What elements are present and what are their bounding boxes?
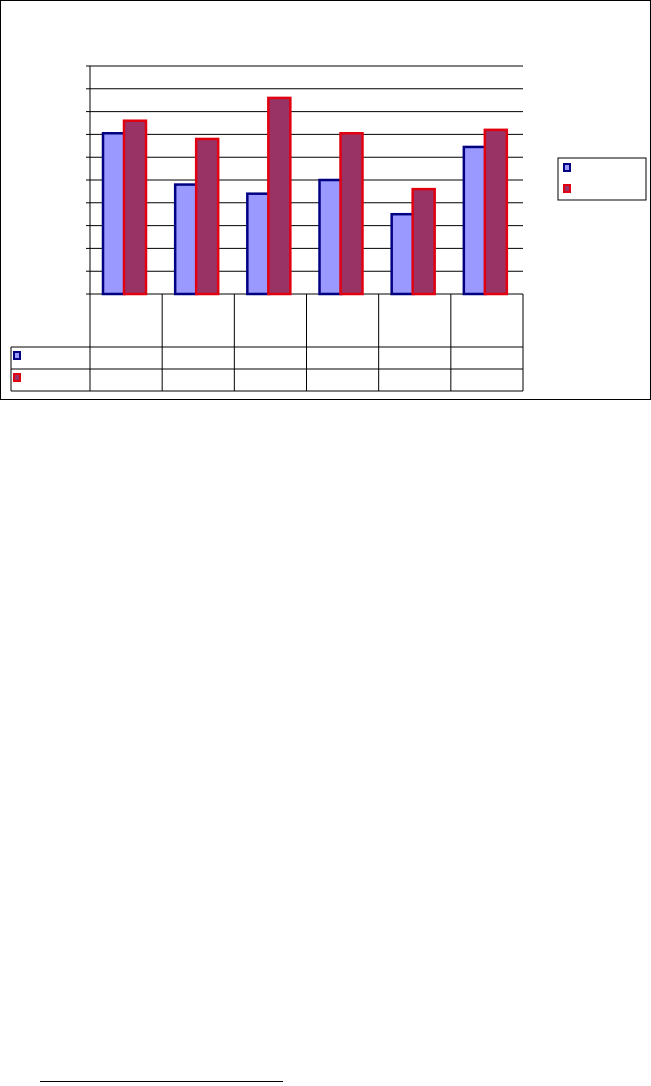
bar-series2-5 bbox=[411, 187, 436, 296]
chart bbox=[10, 65, 647, 392]
table-legend-key-series1 bbox=[13, 351, 21, 360]
bar-series1-1 bbox=[101, 132, 127, 296]
bar-series2-4 bbox=[339, 132, 364, 296]
legend-key-series2 bbox=[563, 184, 571, 193]
bar-series1-6 bbox=[462, 145, 488, 296]
bar-series1-4 bbox=[318, 178, 343, 296]
bar-series1-3 bbox=[246, 192, 271, 296]
footnote-separator bbox=[40, 1081, 283, 1082]
bar-series2-3 bbox=[267, 96, 292, 296]
bar-series2-1 bbox=[122, 119, 148, 296]
bar-series1-5 bbox=[390, 212, 415, 296]
legend-key-series1 bbox=[563, 163, 571, 172]
bar-series2-6 bbox=[483, 128, 509, 296]
table-legend-key-series2 bbox=[13, 373, 21, 382]
bar-series1-2 bbox=[173, 183, 199, 296]
bar-series2-2 bbox=[194, 137, 220, 296]
legend bbox=[557, 157, 647, 201]
